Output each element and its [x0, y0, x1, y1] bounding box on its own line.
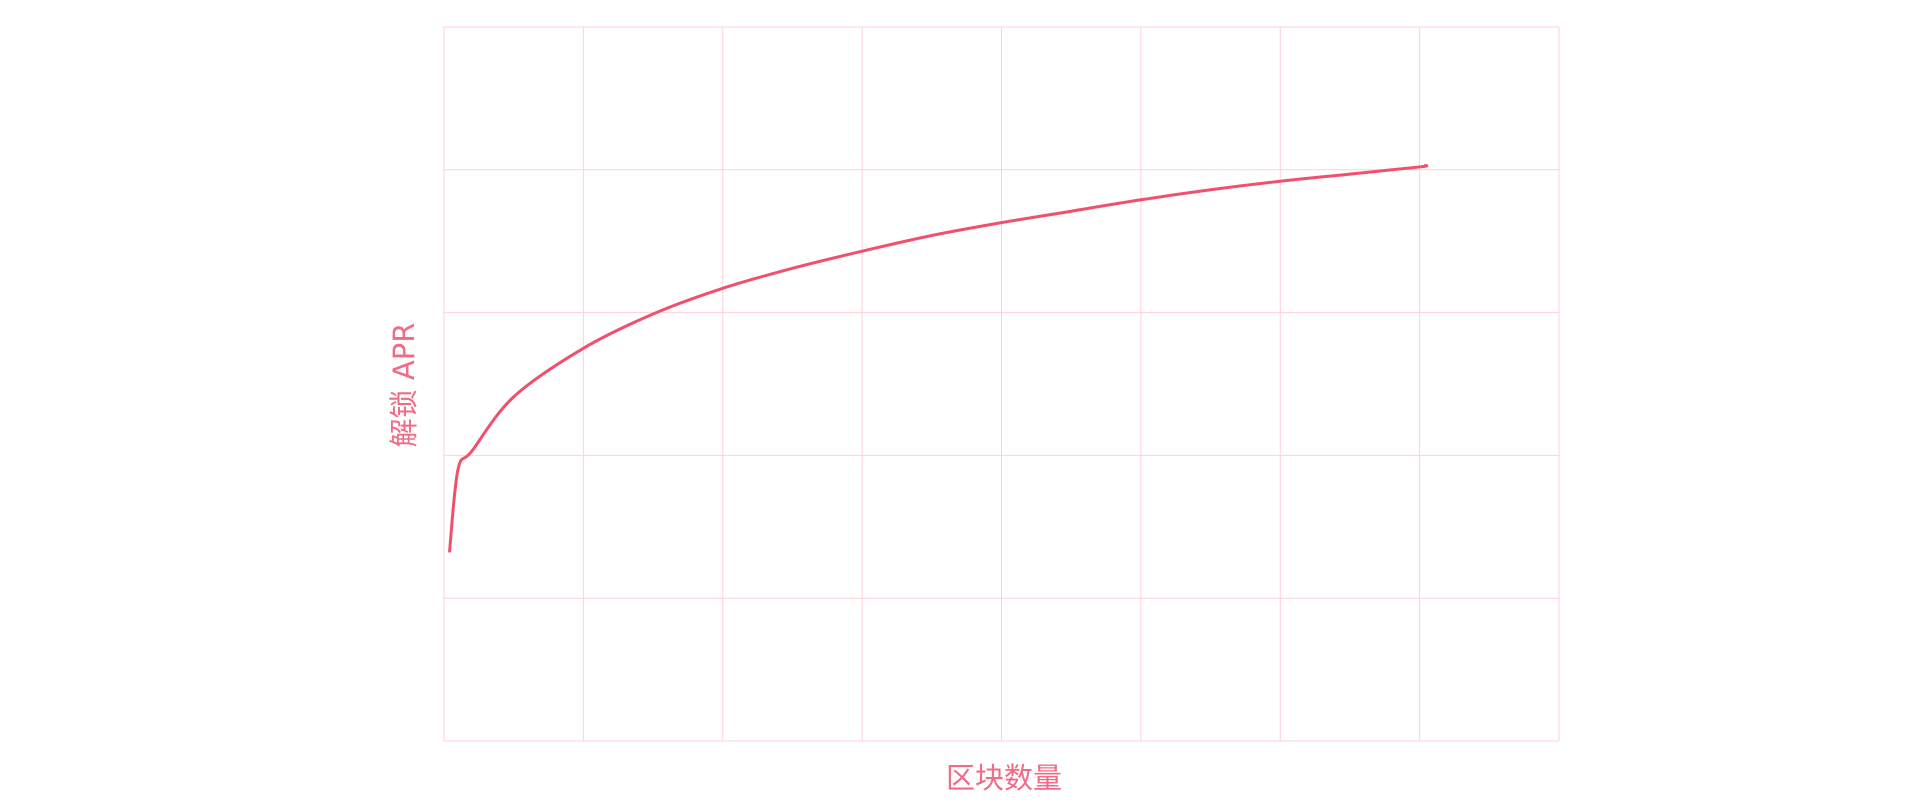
y-axis-label: 解锁 APR [387, 323, 421, 448]
series-layer [448, 164, 1429, 553]
x-axis-label: 区块数量 [946, 761, 1062, 795]
grid [443, 26, 1560, 742]
series-line [448, 164, 1429, 553]
